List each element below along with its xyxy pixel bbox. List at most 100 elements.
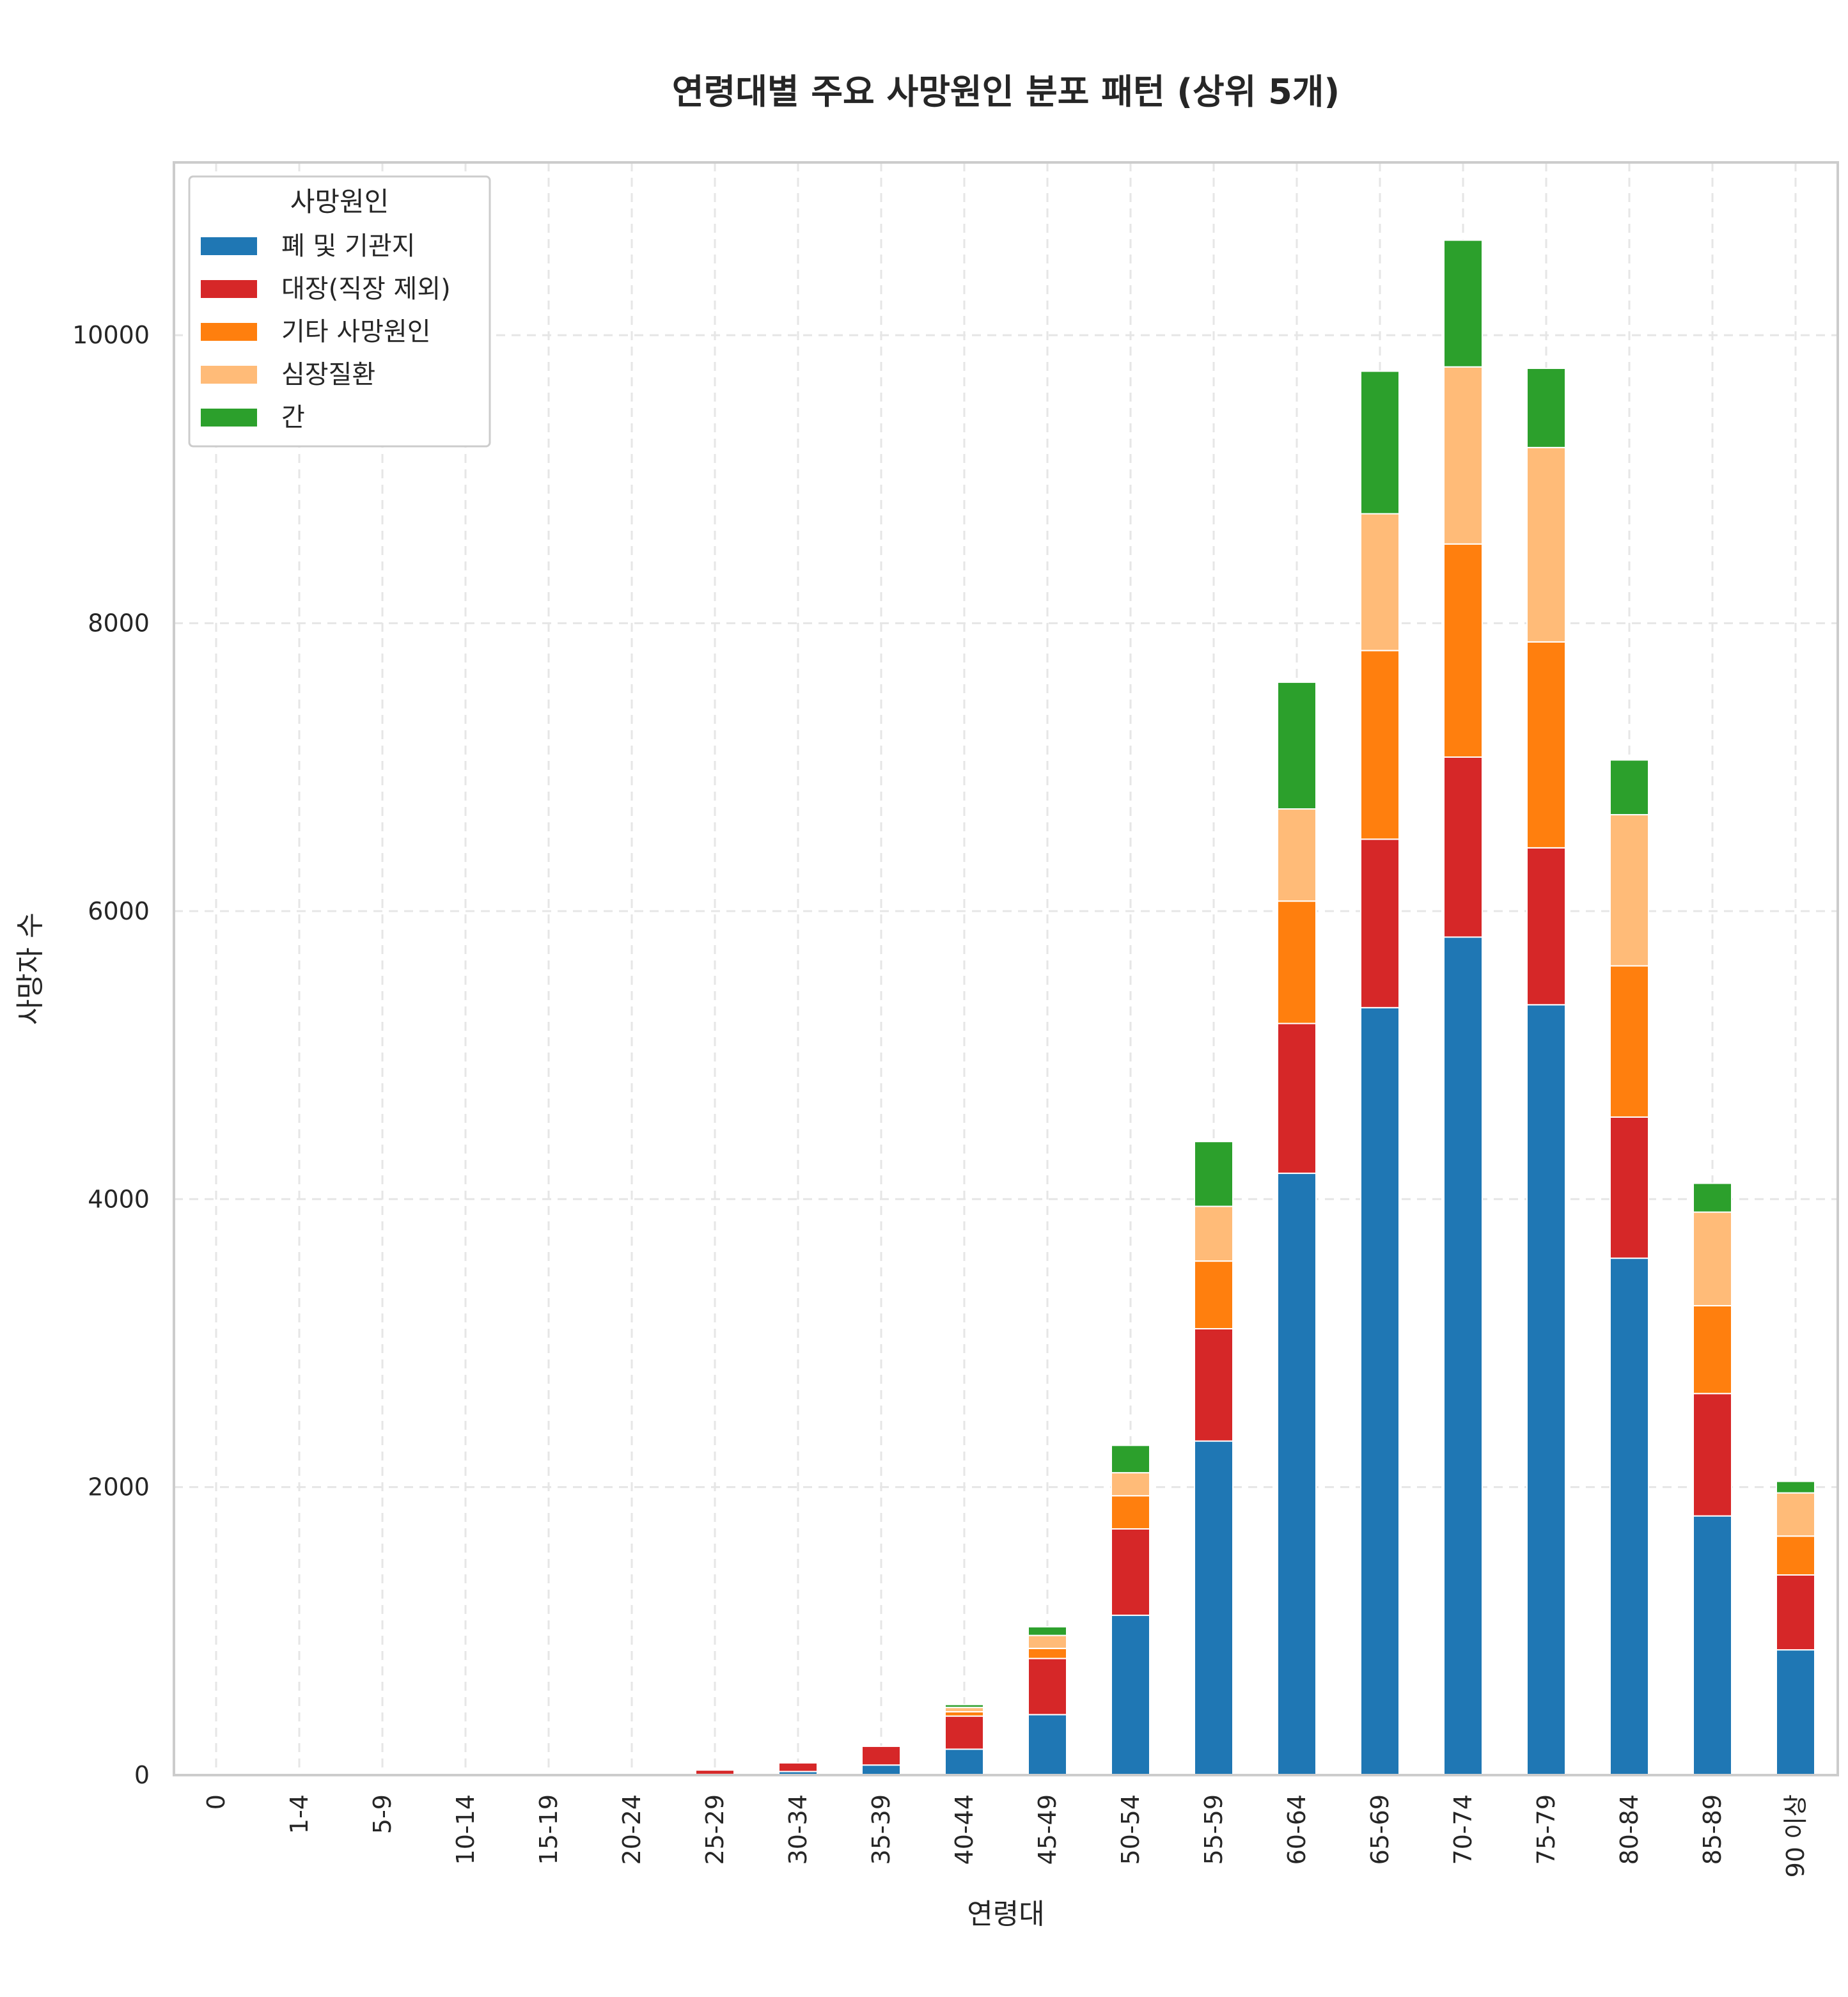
bar-segment (1443, 543, 1483, 758)
bar-segment (1609, 965, 1649, 1118)
bar-segment (1111, 1528, 1150, 1617)
bar-segment (1111, 1615, 1150, 1776)
x-tick-label: 85-89 (1698, 1794, 1727, 1865)
bar-segment (1028, 1626, 1067, 1636)
x-tick-label: 45-49 (1033, 1794, 1061, 1865)
bar-segment (778, 1762, 818, 1773)
bar-segment (1443, 756, 1483, 938)
legend-label: 심장질환 (281, 360, 375, 389)
x-tick-label: 35-39 (867, 1794, 895, 1865)
bar-segment (861, 1745, 901, 1766)
legend-box (188, 175, 491, 448)
bar-segment (1776, 1649, 1815, 1776)
bar-segment (1277, 900, 1317, 1024)
bar-segment (1693, 1304, 1732, 1395)
bar-segment (1194, 1440, 1233, 1776)
bar-segment (1277, 1172, 1317, 1776)
bar-segment (1693, 1393, 1732, 1517)
legend-label: 대장(직장 제외) (281, 274, 451, 304)
bar-segment (1360, 650, 1400, 840)
x-tick-label: 55-59 (1200, 1794, 1228, 1865)
bar-segment (1526, 641, 1566, 849)
y-tick-label: 8000 (88, 609, 150, 638)
x-tick-label: 0 (202, 1794, 230, 1810)
bar-segment (1360, 513, 1400, 652)
x-tick-label: 70-74 (1449, 1794, 1477, 1865)
x-tick-label: 25-29 (701, 1794, 729, 1865)
x-tick-label: 5-9 (368, 1794, 396, 1834)
legend-swatch (201, 237, 257, 255)
bar-segment (1609, 814, 1649, 967)
x-tick-label: 10-14 (451, 1794, 480, 1865)
y-tick-label: 0 (134, 1761, 150, 1789)
bar-segment (1526, 446, 1566, 643)
bar-segment (1693, 1211, 1732, 1306)
bar-segment (1609, 1116, 1649, 1259)
x-tick-label: 30-34 (784, 1794, 812, 1865)
bar-segment (1028, 1647, 1067, 1659)
bar-segment (1028, 1657, 1067, 1716)
x-tick-label: 90 이상 (1781, 1794, 1810, 1877)
bars (695, 239, 1815, 1776)
legend-label: 폐 및 기관지 (281, 231, 415, 261)
bar-segment (1111, 1472, 1150, 1497)
bar-segment (1111, 1445, 1150, 1474)
y-tick-label: 10000 (72, 321, 150, 349)
bar-segment (1277, 1022, 1317, 1174)
bar-segment (1609, 1257, 1649, 1776)
x-tick-label: 60-64 (1283, 1794, 1311, 1865)
bar-segment (1028, 1714, 1067, 1776)
x-axis-ticks: 0 1-4 5-9 10-14 15-19 20-24 25-29 30-34 35-39 40-… (202, 1794, 1810, 1877)
bar-segment (1526, 368, 1566, 448)
bar-segment (944, 1748, 984, 1776)
bar-segment (1277, 681, 1317, 810)
legend-title: 사망원인 (290, 186, 389, 217)
x-tick-label: 40-44 (950, 1794, 978, 1865)
bar-segment (1776, 1480, 1815, 1494)
x-tick-label: 15-19 (535, 1794, 563, 1865)
y-axis-ticks: 0 2000 4000 6000 8000 10000 (72, 321, 150, 1789)
legend-label: 기타 사망원인 (281, 317, 431, 347)
bar-segment (944, 1707, 984, 1712)
legend-swatch (201, 366, 257, 384)
legend-label: 간 (281, 403, 305, 432)
bar-segment (944, 1715, 984, 1750)
bar-segment (1194, 1327, 1233, 1442)
bar-segment (1360, 1006, 1400, 1776)
bar-segment (1360, 370, 1400, 515)
x-tick-label: 80-84 (1615, 1794, 1643, 1865)
y-axis-label: 사망자 수 (14, 912, 47, 1025)
bar-segment (1443, 936, 1483, 1776)
bar-segment (1277, 808, 1317, 902)
bar-segment (1526, 1004, 1566, 1776)
x-axis-label: 연령대 (967, 1898, 1044, 1930)
bar-segment (1028, 1634, 1067, 1649)
bar-segment (1194, 1141, 1233, 1207)
bar-segment (944, 1703, 984, 1709)
legend-swatch (201, 323, 257, 341)
y-tick-label: 2000 (88, 1473, 150, 1501)
bar-segment (1443, 366, 1483, 545)
x-tick-label: 20-24 (618, 1794, 646, 1865)
y-tick-label: 4000 (88, 1185, 150, 1213)
bar-segment (1526, 847, 1566, 1006)
legend-swatch (201, 409, 257, 427)
x-tick-label: 75-79 (1532, 1794, 1560, 1865)
y-tick-label: 6000 (88, 897, 150, 925)
bar-segment (1693, 1515, 1732, 1776)
x-tick-label: 65-69 (1366, 1794, 1394, 1865)
bar-segment (1776, 1574, 1815, 1651)
bar-segment (1776, 1492, 1815, 1537)
x-tick-label: 50-54 (1116, 1794, 1145, 1865)
bar-segment (1693, 1182, 1732, 1213)
bar-segment (1776, 1535, 1815, 1576)
bar-segment (1360, 838, 1400, 1008)
bar-segment (861, 1764, 901, 1776)
bar-segment (1111, 1495, 1150, 1530)
plot-frame (173, 161, 1839, 1776)
chart-title: 연령대별 주요 사망원인 분포 패턴 (상위 5개) (672, 72, 1340, 112)
legend-swatch (201, 280, 257, 298)
